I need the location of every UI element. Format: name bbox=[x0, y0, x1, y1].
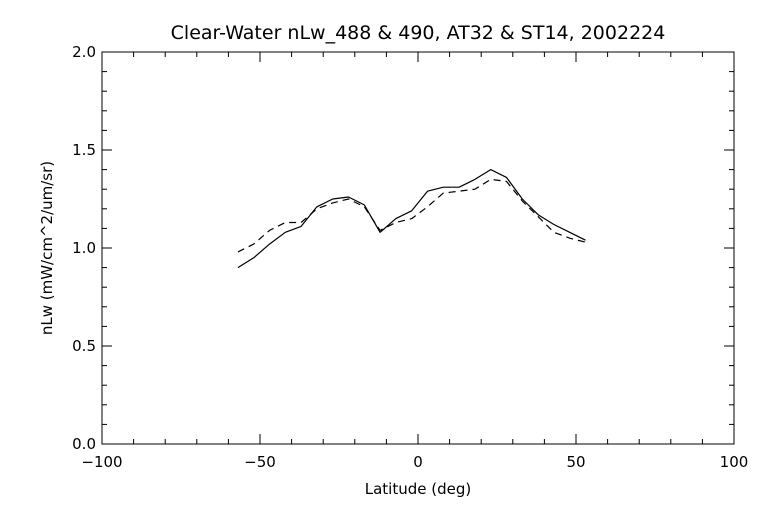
ticks-layer: −100 −50 0 50 100 0.0 0.5 1.0 1.5 2.0 bbox=[72, 43, 748, 471]
series-layer bbox=[237, 169, 586, 269]
x-tick-label: 50 bbox=[566, 453, 585, 471]
x-tick-label: −100 bbox=[81, 453, 122, 471]
x-tick-label: −50 bbox=[244, 453, 276, 471]
x-tick-label: 0 bbox=[413, 453, 423, 471]
chart-title: Clear-Water nLw_488 & 490, AT32 & ST14, … bbox=[171, 22, 666, 44]
y-tick-label: 1.5 bbox=[72, 141, 96, 159]
y-axis-label: nLw (mW/cm^2/um/sr) bbox=[38, 161, 56, 335]
series-line-solid bbox=[237, 169, 586, 269]
x-axis-label: Latitude (deg) bbox=[365, 480, 471, 498]
y-tick-label: 1.0 bbox=[72, 239, 96, 257]
series-line-dashed bbox=[237, 178, 586, 253]
plot-frame bbox=[101, 51, 735, 445]
y-tick-label: 0.0 bbox=[72, 435, 96, 453]
y-tick-label: 2.0 bbox=[72, 43, 96, 61]
y-tick-label: 0.5 bbox=[72, 337, 96, 355]
x-tick-label: 100 bbox=[720, 453, 749, 471]
